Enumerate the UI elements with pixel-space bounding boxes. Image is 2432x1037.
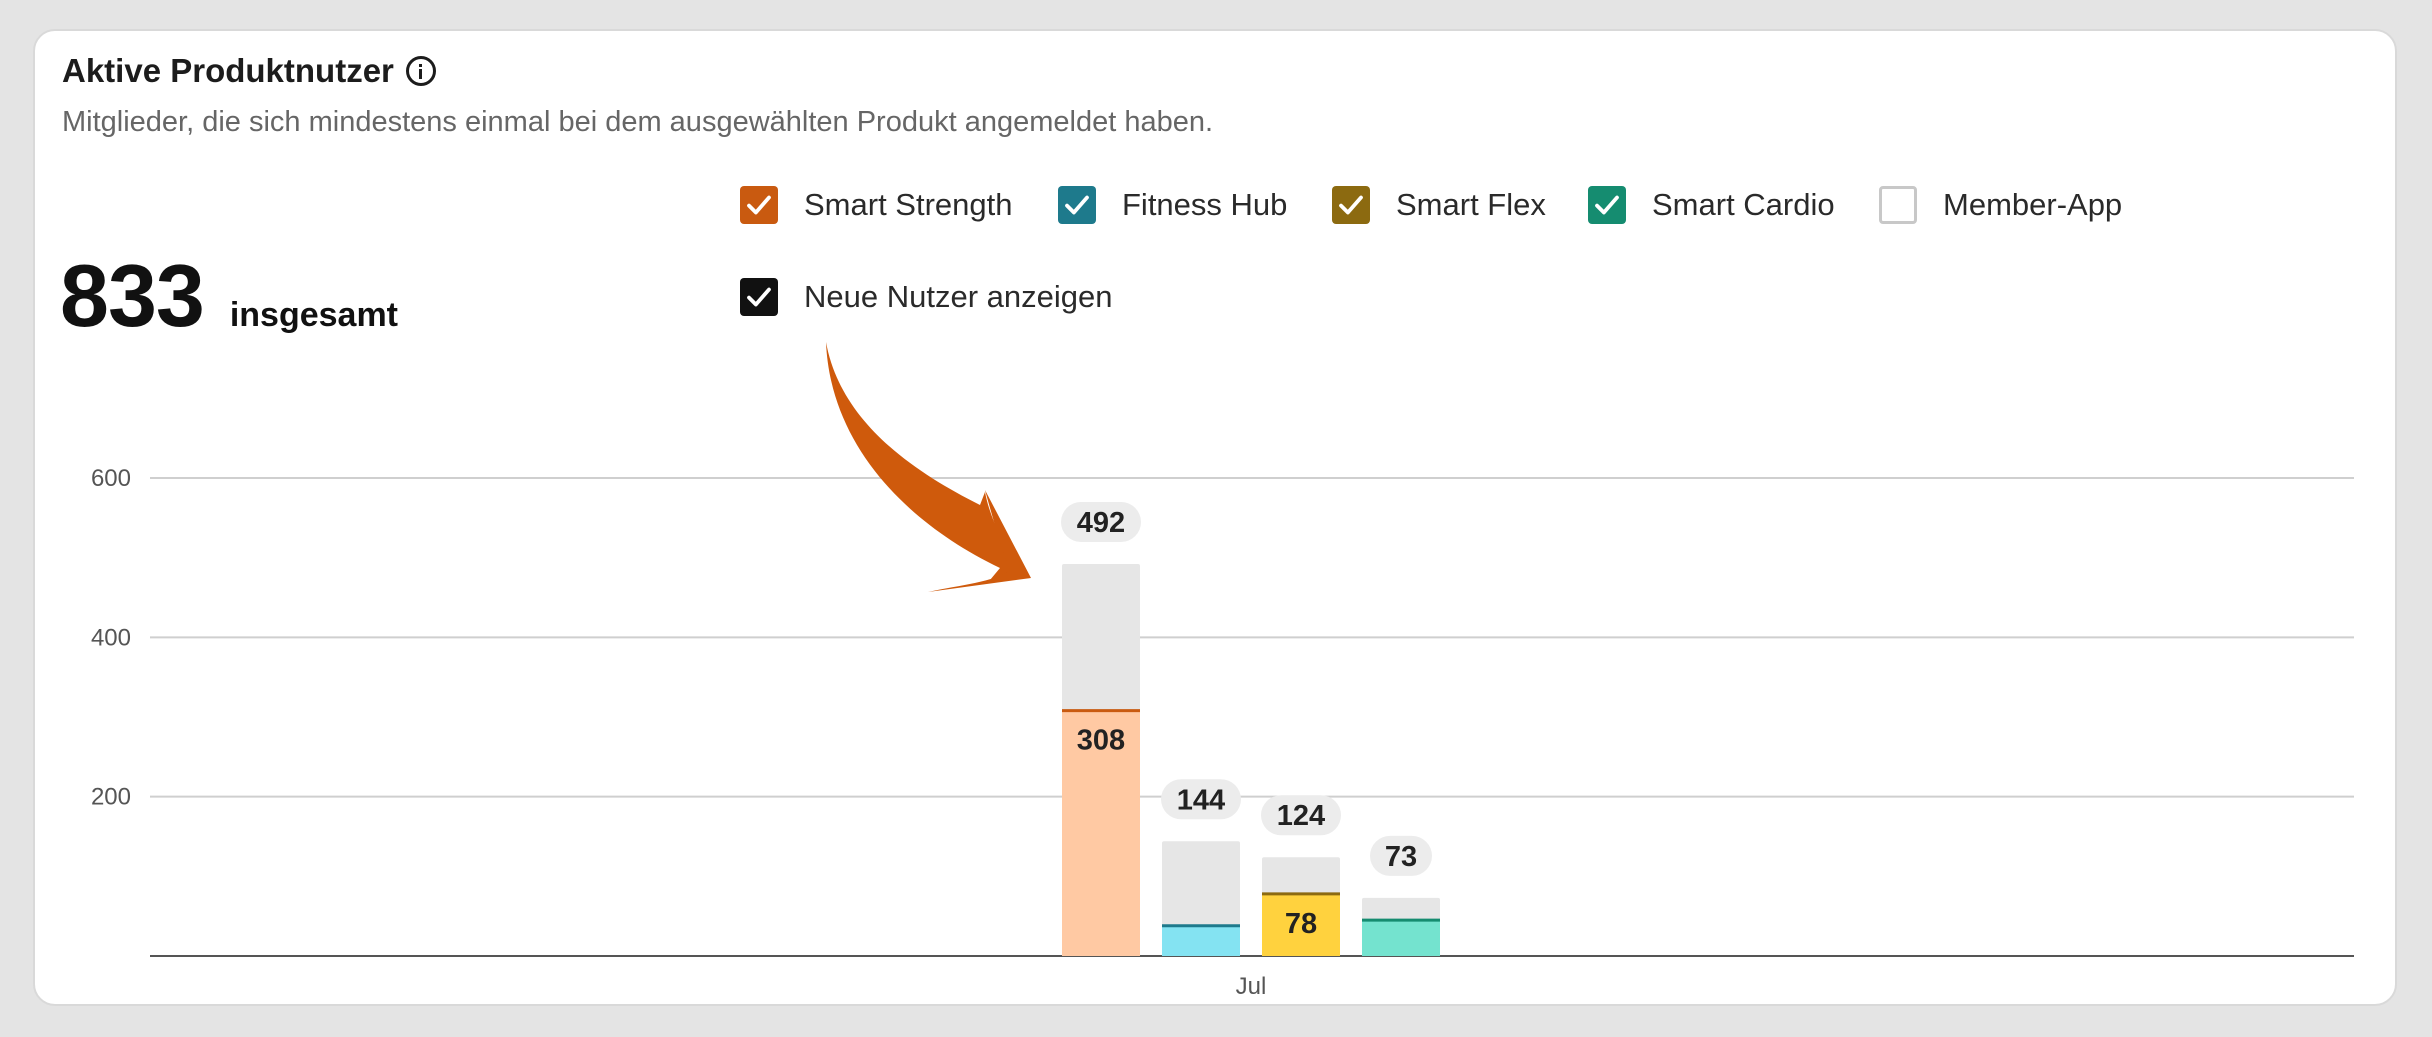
y-tick-label: 600	[91, 465, 131, 492]
show-new-users-toggle[interactable]: Neue Nutzer anzeigen	[740, 278, 1112, 316]
legend-item-member-app[interactable]: Member-App	[1879, 186, 2122, 224]
checkbox-checked-icon[interactable]	[1588, 186, 1626, 224]
checkbox-checked-icon[interactable]	[740, 186, 778, 224]
checkbox-checked-icon[interactable]	[740, 278, 778, 316]
bar-total-badge	[1370, 835, 1432, 876]
show-new-users-label: Neue Nutzer anzeigen	[804, 279, 1113, 314]
card-title-text: Aktive Produktnutzer	[62, 52, 394, 89]
bar-total-badge	[1161, 779, 1241, 820]
annotation-arrow	[826, 342, 1030, 580]
bar-total-label: 73	[1385, 841, 1417, 873]
bar-new-users-label: 78	[1285, 908, 1317, 940]
checkbox-checked-icon[interactable]	[1332, 186, 1370, 224]
annotation-arrow-head	[928, 490, 1031, 592]
bar-total-badge	[1061, 502, 1141, 543]
total-value: 833	[60, 246, 205, 345]
bars-layer	[1062, 564, 1440, 956]
bar-total-label: 492	[1077, 507, 1125, 539]
bar-new-users	[1062, 710, 1140, 956]
legend-item-smart-cardio[interactable]: Smart Cardio	[1588, 186, 1835, 224]
bar-new-users	[1162, 925, 1240, 956]
y-tick-label: 400	[91, 624, 131, 651]
legend-item-smart-flex[interactable]: Smart Flex	[1332, 186, 1546, 224]
x-tick-label: Jul	[1236, 973, 1267, 1000]
checkbox-unchecked-icon[interactable]	[1879, 186, 1917, 224]
info-icon[interactable]	[405, 56, 436, 86]
card-subtitle: Mitglieder, die sich mindestens einmal b…	[62, 106, 1214, 138]
y-tick-label: 200	[91, 784, 131, 811]
total-label: insgesamt	[229, 296, 399, 334]
bar-new-users	[1262, 893, 1340, 956]
legend-item-fitness-hub[interactable]: Fitness Hub	[1058, 186, 1287, 224]
bar-total-label: 124	[1277, 800, 1325, 832]
legend-item-smart-strength[interactable]: Smart Strength	[740, 186, 1012, 224]
bar-new-users-label: 308	[1077, 725, 1125, 757]
legend-label: Smart Cardio	[1652, 187, 1835, 222]
legend-label: Smart Strength	[804, 187, 1013, 222]
bar-total-badge	[1261, 795, 1341, 836]
grid-layer: 200 400 600	[91, 465, 2354, 957]
total-count: 833 insgesamt	[60, 245, 398, 347]
legend-label: Member-App	[1943, 187, 2123, 222]
legend-label: Fitness Hub	[1122, 187, 1288, 222]
card-title: Aktive Produktnutzer	[62, 52, 436, 90]
labels-layer: 492 308 144 124 78 73 Jul	[1061, 502, 1432, 1000]
legend-label: Smart Flex	[1396, 187, 1546, 222]
checkbox-checked-icon[interactable]	[1058, 186, 1096, 224]
bar-total-label: 144	[1177, 784, 1225, 816]
bar-new-users	[1362, 920, 1440, 956]
